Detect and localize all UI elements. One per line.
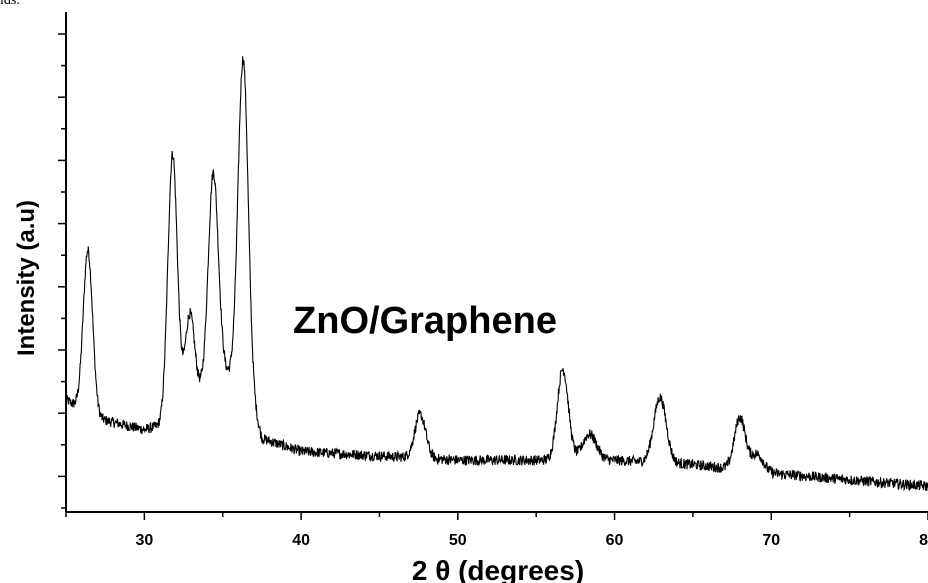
x-tick-label: 40 [292, 532, 310, 549]
x-tick-label: 80 [919, 532, 928, 549]
x-tick-label: 70 [762, 532, 780, 549]
x-axis-ticks: 30 40 50 60 70 80 [65, 512, 928, 549]
x-tick-label: 30 [135, 532, 153, 549]
x-tick-label: 50 [449, 532, 467, 549]
header-text-fragment: ids. [0, 0, 20, 8]
series-line [65, 56, 928, 492]
y-axis-ticks [58, 33, 66, 509]
series-annotation: ZnO/Graphene [293, 300, 557, 342]
plot-area: 30 40 50 60 70 80 [58, 12, 928, 549]
y-axis-title: Intensity (a.u) [13, 200, 40, 356]
x-tick-label: 60 [606, 532, 624, 549]
x-axis-title: 2 θ (degrees) [412, 555, 584, 583]
